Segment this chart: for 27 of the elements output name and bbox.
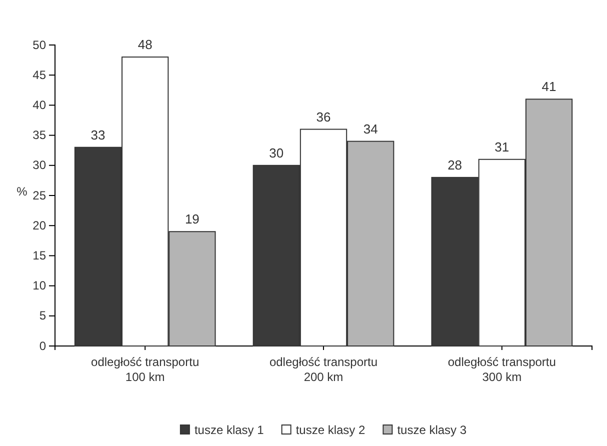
legend-label: tusze klasy 2: [296, 423, 366, 437]
data-label: 28: [448, 157, 462, 172]
data-label: 30: [269, 145, 284, 160]
data-label: 34: [363, 121, 378, 136]
x-tick-label: odległość transportu 300 km: [448, 355, 556, 384]
y-tick-label: 5: [39, 308, 46, 323]
data-label: 19: [184, 212, 200, 227]
data-label: 31: [494, 139, 510, 154]
y-tick-label: 40: [32, 98, 46, 112]
data-label: 48: [138, 37, 152, 52]
y-tick-label: 25: [32, 188, 46, 202]
y-axis-title: %: [16, 184, 28, 198]
y-tick-label: 10: [32, 278, 46, 293]
x-tick-label: odległość transportu 100 km: [91, 355, 200, 384]
y-tick-label: 30: [32, 158, 46, 172]
y-tick-label: 0: [39, 338, 46, 353]
data-label: 41: [542, 79, 556, 94]
y-tick-label: 20: [32, 218, 46, 232]
y-tick-label: 15: [32, 248, 46, 263]
data-label: 33: [90, 127, 106, 142]
legend-label: tusze klasy 3: [397, 423, 467, 437]
x-tick-label: odległość transportu 200 km: [269, 355, 378, 384]
legend-label: tusze klasy 1: [194, 423, 264, 437]
y-tick-label: 50: [32, 38, 46, 52]
y-tick-label: 45: [32, 68, 46, 82]
y-tick-label: 35: [32, 128, 46, 142]
data-label: 36: [316, 109, 331, 124]
